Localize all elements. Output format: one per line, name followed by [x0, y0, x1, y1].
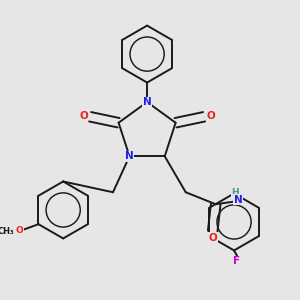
Text: H: H	[231, 188, 239, 197]
Text: O: O	[16, 226, 23, 235]
Text: CH₃: CH₃	[0, 227, 15, 236]
Text: O: O	[206, 111, 215, 121]
Text: N: N	[143, 97, 152, 107]
Text: O: O	[208, 233, 217, 243]
Text: F: F	[233, 256, 241, 266]
Text: N: N	[125, 151, 134, 161]
Text: N: N	[233, 195, 242, 205]
Text: O: O	[79, 111, 88, 121]
